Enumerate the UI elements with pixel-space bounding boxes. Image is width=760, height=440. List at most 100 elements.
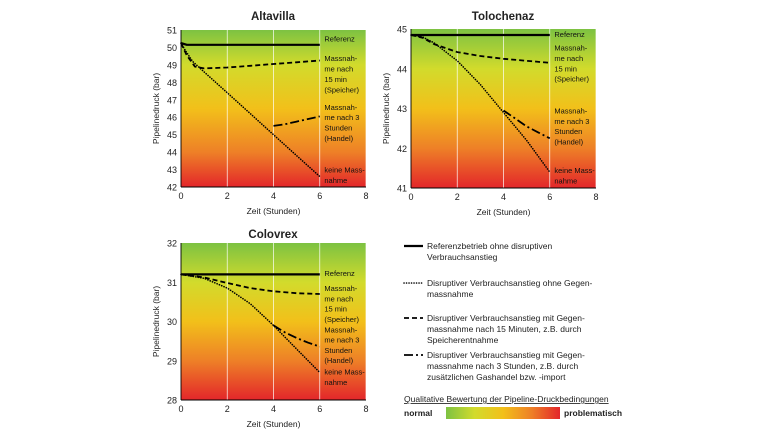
series-line-dashed [410, 34, 550, 64]
scale-bar [446, 407, 560, 419]
x-tick-label: 8 [593, 192, 598, 202]
series-annotation: keine Mass- [324, 368, 365, 377]
chart-tolochenaz: 0 2 4 6 8 41 42 43 44 45 Tolochenaz Zeit (Stunden) P… [381, 11, 599, 217]
series-annotation: Massnah- [324, 284, 357, 293]
series-annotation: me nach [324, 64, 353, 73]
y-tick-label: 41 [397, 184, 407, 194]
y-tick-label: 43 [397, 104, 407, 114]
x-tick-label: 6 [317, 404, 322, 414]
y-tick-label: 30 [167, 317, 177, 327]
series-annotation: Massnah- [554, 44, 587, 53]
x-tick-label: 8 [363, 404, 368, 414]
x-tick-label: 6 [547, 192, 552, 202]
x-tick-label: 4 [501, 192, 506, 202]
series-annotation: 15 min [324, 75, 347, 84]
series-annotation: Massnah- [324, 54, 357, 63]
y-tick-label: 48 [167, 78, 177, 88]
x-tick-label: 2 [225, 404, 230, 414]
legend-text: zusätzlichen Gashandel bzw. -import [427, 372, 566, 382]
y-tick-label: 42 [167, 183, 177, 193]
series-annotation: keine Mass- [324, 166, 365, 175]
series-annotation: (Speicher) [554, 75, 589, 84]
x-tick-label: 0 [408, 192, 413, 202]
series-annotation: me nach [324, 294, 353, 303]
series-line-dotted [180, 42, 321, 178]
series-annotation: (Handel) [554, 137, 583, 146]
legend-text: Disruptiver Verbrauchsanstieg mit Gegen- [427, 313, 585, 323]
x-tick-label: 0 [178, 191, 183, 201]
x-tick-label: 4 [271, 404, 276, 414]
y-tick-label: 46 [167, 113, 177, 123]
chart-title: Tolochenaz [472, 11, 535, 23]
series-annotation: me nach 3 [324, 336, 359, 345]
series-annotation: nahme [324, 176, 347, 185]
series-annotation: (Handel) [324, 134, 353, 143]
series-annotation: Stunden [324, 124, 352, 133]
chart-title: Colovrex [248, 229, 298, 241]
scale-right-label: problematisch [564, 408, 622, 418]
y-tick-label: 44 [397, 64, 407, 74]
legend: Referenzbetrieb ohne disruptivenVerbrauc… [403, 241, 622, 419]
y-tick-label: 45 [167, 130, 177, 140]
x-axis-label: Zeit (Stunden) [477, 207, 531, 217]
y-axis-label: Pipelinedruck (bar) [151, 73, 161, 145]
chart-colovrex: 0 2 4 6 8 28 29 30 31 32 Colovrex Zeit (Stunden) Pip… [151, 229, 369, 429]
series-annotation: Massnah- [554, 106, 587, 115]
legend-text: massnahme [427, 289, 474, 299]
y-tick-label: 44 [167, 148, 177, 158]
legend-text: massnahme nach 15 Minuten, z.B. durch [427, 324, 582, 334]
quality-scale: Qualitative Bewertung der Pipeline-Druck… [404, 394, 622, 419]
series-line-dashdot [273, 324, 321, 348]
series-annotation: me nach [554, 54, 583, 63]
x-tick-label: 2 [455, 192, 460, 202]
scale-title: Qualitative Bewertung der Pipeline-Druck… [404, 394, 609, 404]
legend-item-dashdot: Disruptiver Verbrauchsanstieg mit Gegen-… [404, 350, 585, 382]
series-annotation: (Handel) [324, 356, 353, 365]
legend-text: Speicherentnahme [427, 335, 499, 345]
y-tick-label: 28 [167, 396, 177, 406]
series-annotation: Massnah- [324, 325, 357, 334]
scale-left-label: normal [404, 408, 432, 418]
y-tick-label: 50 [167, 43, 177, 53]
legend-item-dashed: Disruptiver Verbrauchsanstieg mit Gegen-… [404, 313, 585, 345]
y-tick-label: 31 [167, 278, 177, 288]
series-line-dashdot [273, 115, 320, 127]
legend-item-solid: Referenzbetrieb ohne disruptivenVerbrauc… [404, 241, 552, 262]
series-annotation: (Speicher) [324, 315, 359, 324]
series-annotation: 15 min [324, 305, 347, 314]
series-annotation: nahme [324, 378, 347, 387]
x-tick-label: 4 [271, 191, 276, 201]
y-tick-label: 32 [167, 239, 177, 249]
y-tick-label: 45 [397, 25, 407, 35]
series-annotation: (Speicher) [324, 85, 359, 94]
legend-text: Referenzbetrieb ohne disruptiven [427, 241, 552, 251]
series-annotation: me nach 3 [554, 117, 589, 126]
legend-text: massnahme nach 3 Stunden, z.B. durch [427, 361, 578, 371]
chart-title: Altavilla [251, 11, 296, 23]
y-tick-label: 51 [167, 26, 177, 36]
series-annotation: Referenz [324, 35, 355, 44]
series-annotation: nahme [554, 176, 577, 185]
y-tick-label: 47 [167, 95, 177, 105]
x-axis-label: Zeit (Stunden) [247, 206, 301, 216]
series-annotation: Stunden [324, 346, 352, 355]
y-tick-label: 42 [397, 144, 407, 154]
series-line-dashed [180, 42, 320, 70]
series-annotation: Massnah- [324, 103, 357, 112]
y-axis-label: Pipelinedruck (bar) [381, 73, 391, 145]
y-tick-label: 29 [167, 356, 177, 366]
series-annotation: me nach 3 [324, 113, 359, 122]
series-annotation: Stunden [554, 127, 582, 136]
series-annotation: 15 min [554, 64, 577, 73]
legend-text: Disruptiver Verbrauchsanstieg ohne Gegen… [427, 278, 593, 288]
x-tick-label: 8 [363, 191, 368, 201]
series-line-dotted [410, 34, 551, 173]
series-line-solid [180, 42, 320, 46]
series-annotation: Referenz [324, 269, 355, 278]
y-axis-label: Pipelinedruck (bar) [151, 286, 161, 358]
legend-text: Disruptiver Verbrauchsanstieg mit Gegen- [427, 350, 585, 360]
series-annotation: Referenz [554, 30, 585, 39]
legend-text: Verbrauchsanstieg [427, 252, 498, 262]
